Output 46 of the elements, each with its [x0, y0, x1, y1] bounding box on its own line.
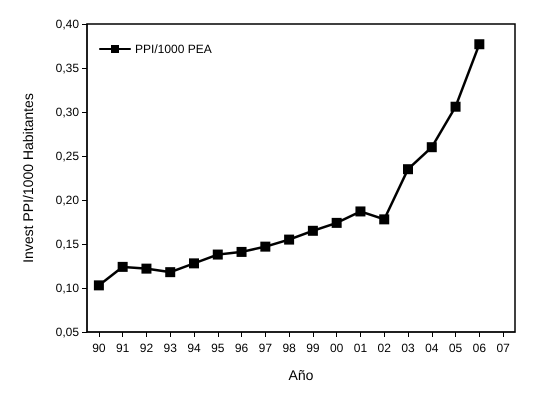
- x-tick-label: 95: [211, 341, 225, 355]
- y-axis-title: Invest PPI/1000 Habitantes: [20, 93, 36, 263]
- y-tick-label: 0,05: [56, 325, 80, 339]
- point: [450, 102, 461, 112]
- x-tick-label: 93: [164, 341, 178, 355]
- x-tick-label: 02: [378, 341, 392, 355]
- y-tick-label: 0,40: [56, 17, 80, 31]
- point: [355, 206, 366, 216]
- x-tick-label: 03: [401, 341, 415, 355]
- point: [189, 258, 199, 268]
- x-tick-label: 96: [234, 341, 249, 355]
- point: [284, 234, 294, 245]
- point: [118, 262, 128, 272]
- y-tick-label: 0,20: [56, 193, 80, 207]
- point: [236, 246, 247, 257]
- y-tick-label: 0,30: [56, 105, 80, 119]
- y-tick-label: 0,25: [56, 149, 80, 163]
- x-tick-label: 04: [425, 341, 439, 355]
- y-tick-label: 0,10: [56, 281, 80, 295]
- x-tick-label: 98: [282, 341, 296, 355]
- legend-label: PPI/1000 PEA: [135, 42, 212, 56]
- x-tick-label: 00: [330, 341, 344, 355]
- point: [260, 242, 270, 252]
- point: [474, 39, 484, 50]
- point: [379, 214, 390, 224]
- x-tick-label: 01: [354, 341, 368, 355]
- x-tick-label: 94: [187, 341, 201, 355]
- y-tick-label: 0,15: [56, 237, 80, 251]
- x-tick-label: 06: [472, 341, 486, 355]
- x-tick-label: 99: [306, 341, 320, 355]
- x-tick-label: 97: [258, 341, 272, 355]
- point: [94, 280, 104, 290]
- x-tick-label: 05: [448, 341, 463, 355]
- point: [426, 142, 437, 152]
- x-axis-title: Año: [288, 367, 314, 383]
- x-tick-label: 91: [116, 341, 130, 355]
- point: [165, 267, 176, 278]
- point: [141, 264, 152, 274]
- x-tick-label: 07: [496, 341, 510, 355]
- point: [403, 164, 413, 174]
- x-tick-label: 90: [92, 341, 106, 355]
- point: [212, 250, 223, 260]
- point: [332, 218, 342, 228]
- point: [308, 226, 318, 236]
- x-tick-label: 92: [140, 341, 154, 355]
- y-tick-label: 0,35: [56, 61, 80, 75]
